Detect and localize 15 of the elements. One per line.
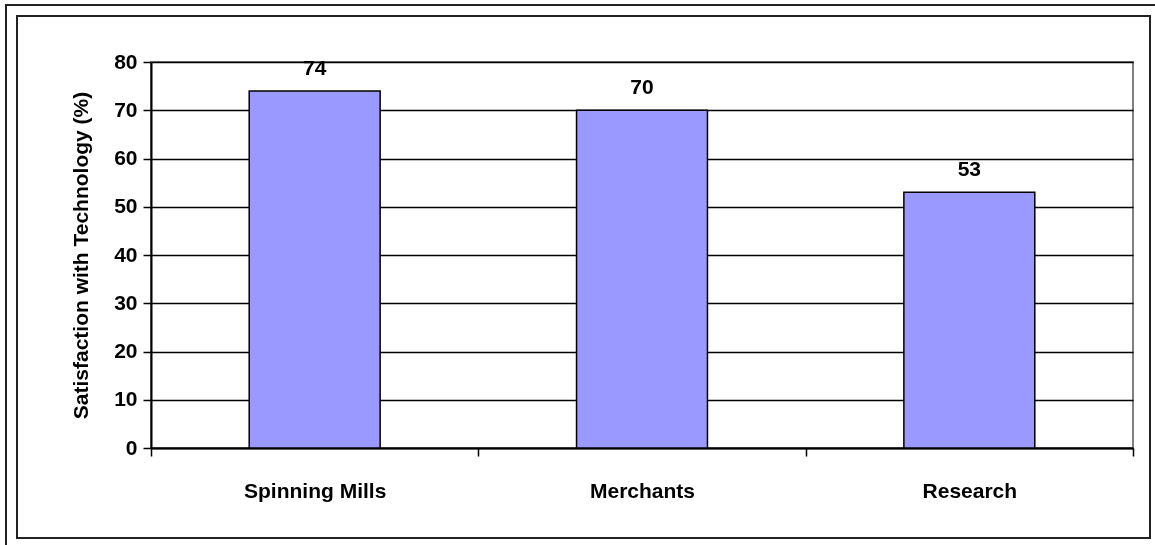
y-tick-label: 20 <box>114 339 138 362</box>
y-tick-label: 0 <box>125 435 138 459</box>
y-tick-label: 40 <box>114 242 138 266</box>
data-label: 53 <box>957 157 982 181</box>
y-tick-label: 30 <box>114 290 138 314</box>
x-tick-label: Spinning Mills <box>244 478 387 502</box>
x-tick-label: Merchants <box>589 478 696 502</box>
x-tick-label: Research <box>922 478 1018 502</box>
y-tick-label: 10 <box>114 387 138 411</box>
y-tick-label: 60 <box>114 146 138 169</box>
y-axis-title: Satisfaction with Technology (%) <box>69 91 93 420</box>
y-tick-label: 70 <box>114 97 138 121</box>
y-tick-label: 50 <box>114 194 138 218</box>
y-tick-label: 80 <box>114 49 138 73</box>
data-label: 70 <box>630 75 654 99</box>
